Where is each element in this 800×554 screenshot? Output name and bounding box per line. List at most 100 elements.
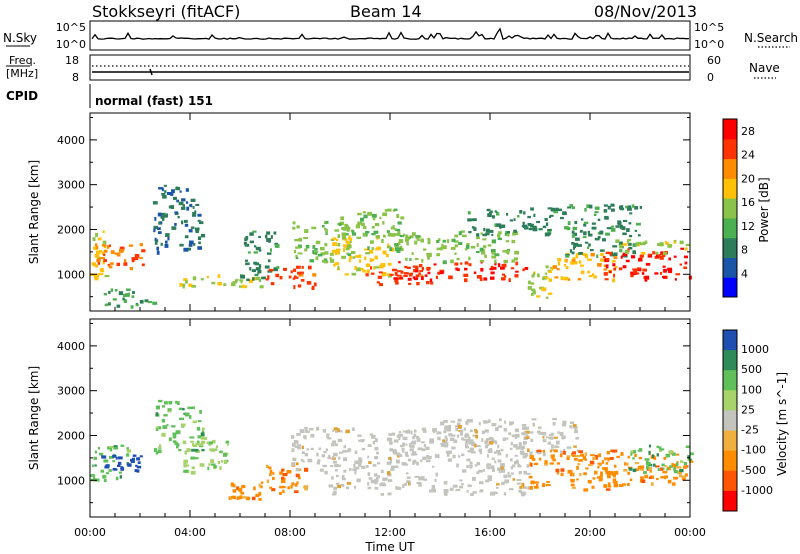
region-18-cell [684,247,688,251]
region-5-cell [273,267,278,272]
region-8-cell [542,431,547,436]
region-8-cell [369,258,375,262]
cpid-label: CPID [6,89,38,103]
region-8-cell [380,263,386,266]
region-6-cell [337,464,342,467]
region-6-cell [300,271,304,275]
region-7-cell [338,456,341,460]
region-16-cell [567,221,571,226]
x-tick-label-6: 00:00 [674,526,706,539]
region-7-cell [367,455,370,459]
region-8-cell [443,430,447,434]
region-7-cell [312,250,315,254]
region-13-cell [468,231,472,234]
region-6-cell [304,427,308,430]
region-17-cell [657,254,661,257]
region-10-cell [616,455,620,459]
region-16-cell [628,222,632,225]
region-7-cell [526,472,531,475]
region-3-cell [179,190,182,193]
region-1-cell [134,469,138,473]
region-12-cell [411,252,414,256]
region-11-cell [514,274,519,278]
region-8-cell [365,252,370,255]
region-5-cell [273,231,277,235]
x-tick-label-0: 00:00 [74,526,106,539]
region-7-cell [467,484,471,488]
region-17-cell [644,278,648,282]
region-8-cell [364,248,369,251]
region-7-cell [376,451,380,455]
region-12-cell [405,257,408,261]
region-9-cell [566,455,571,458]
region-10-cell [610,449,613,453]
region-13-cell [547,228,552,231]
region-7-cell [392,451,398,454]
region-8-cell [446,428,452,432]
region-3-cell [167,236,170,241]
region-3-cell [154,216,157,221]
region-7-cell [525,452,529,457]
region-9-cell [545,484,551,487]
region-9-cell [365,230,370,234]
region-3-cell [160,242,163,246]
region-9-cell [584,452,587,457]
region-10-cell [613,473,616,477]
region-0-cell [115,476,119,481]
region-8-cell [529,451,533,456]
region-5-cell [303,485,309,489]
region-5-cell [240,274,244,277]
region-7-cell [360,439,365,442]
region-7-cell [461,482,464,486]
region-10-cell [660,476,666,479]
freq-tick-high: 18 [65,54,79,67]
region-9-cell [351,230,355,233]
region-0-cell [97,237,102,241]
region-13-cell [521,224,527,228]
region-9-cell [550,454,555,458]
region-17-cell [675,273,681,276]
region-11-cell [501,277,506,281]
region-7-cell [389,441,393,445]
region-8-cell [374,248,378,251]
region-7-cell [485,444,488,449]
region-2-cell [157,399,163,403]
region-14-cell [544,272,547,275]
region-11-cell [645,461,651,466]
region-7-cell [309,259,315,263]
power-cbar-segment [723,257,737,278]
region-3-cell [162,217,165,221]
region-5-cell [256,246,261,249]
region-13-cell [495,212,500,216]
region-10-cell [621,483,626,486]
region-2-cell [135,303,139,306]
region-7-cell [469,484,472,488]
region-18-cell [640,251,646,255]
region-2-cell [190,406,195,410]
region-15-cell [582,252,586,256]
region-8-cell [369,250,374,254]
region-13-cell [536,220,540,224]
power-cbar-segment [723,138,737,160]
region-7-cell [451,446,456,450]
power-cbar-tick-2: 12 [741,220,755,233]
region-7-cell [487,449,493,453]
region-6-cell [327,456,332,460]
region-6-cell [310,433,315,438]
region-3-cell [163,184,167,187]
region-7-cell [358,462,362,466]
region-4-cell [258,278,261,283]
region-8-cell [557,431,560,434]
region-7-cell [325,220,329,224]
region-18-cell [685,243,691,247]
region-7-cell [377,462,381,465]
region-2-cell [163,414,168,417]
region-15-cell [593,275,597,279]
region-2-cell [153,448,158,452]
region-7-cell [434,454,440,458]
region-3-cell [197,219,201,222]
region-9-cell [598,453,601,458]
region-9-cell [397,221,402,225]
region-9-cell [382,212,388,217]
